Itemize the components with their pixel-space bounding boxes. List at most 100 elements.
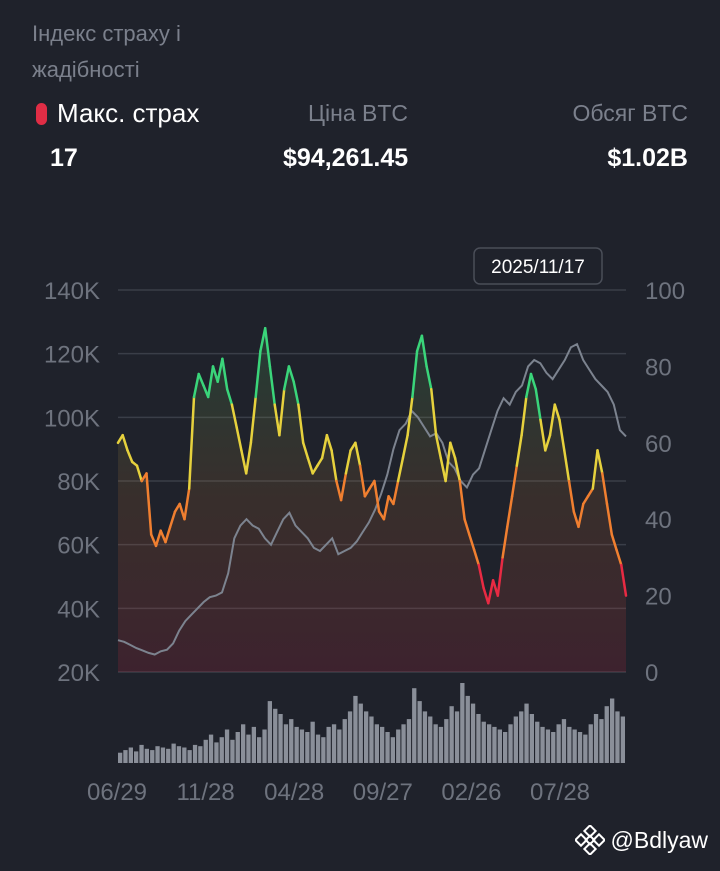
sentiment-line-segment	[330, 449, 338, 483]
sentiment-line-segment	[230, 403, 238, 429]
volume-bar	[198, 746, 203, 763]
volume-bar	[390, 737, 395, 763]
sentiment-series	[116, 326, 628, 605]
sentiment-line-segment	[339, 472, 348, 502]
sentiment-line-segment	[320, 433, 329, 460]
volume-bar	[273, 708, 278, 763]
volume-bar	[577, 732, 583, 763]
sentiment-line-segment	[430, 388, 438, 437]
volume-bar	[545, 729, 551, 763]
volume-bar	[251, 726, 256, 763]
sentiment-line-segment	[373, 479, 381, 513]
btc-price-label: Ціна BTC	[308, 100, 409, 126]
x-tick-label: 02/26	[441, 779, 501, 806]
sentiment-line-segment	[187, 395, 196, 490]
volume-bar	[331, 724, 337, 763]
x-axis: 06/29 11/28 04/28 09/27 02/26 07/28	[87, 779, 590, 806]
sentiment-line-segment	[411, 349, 419, 399]
volume-bar	[417, 701, 422, 763]
btc-price-line	[117, 342, 627, 656]
sentiment-line-segment	[605, 502, 614, 536]
x-tick-label: 06/29	[87, 779, 147, 806]
volume-bar	[203, 739, 208, 763]
sentiment-line-segment	[496, 556, 504, 597]
sentiment-line-segment	[206, 365, 215, 399]
sentiment-line-segment	[548, 403, 557, 437]
volume-bar	[176, 746, 182, 763]
page-title: Індекс страху і жадібності	[32, 21, 181, 82]
volume-bar	[610, 698, 615, 763]
volume-bar	[310, 721, 315, 763]
volume-bar	[283, 724, 289, 763]
fear-value: 17	[50, 144, 78, 172]
sentiment-line-segment	[591, 449, 599, 490]
volume-bar	[412, 688, 417, 763]
sentiment-line-segment	[382, 495, 390, 521]
left-axis: 140K 120K 100K 80K 60K 40K 20K	[44, 278, 100, 687]
sentiment-line-segment	[425, 365, 433, 391]
sentiment-line-segment	[287, 365, 295, 383]
volume-bar	[433, 724, 438, 763]
volume-bar	[422, 711, 428, 763]
volume-bar	[160, 747, 166, 763]
sentiment-line-segment	[278, 388, 286, 437]
volume-bar	[315, 734, 321, 763]
sentiment-line-segment	[501, 525, 509, 559]
volume-bar	[497, 729, 502, 763]
volume-bar	[326, 726, 331, 763]
sentiment-line-segment	[221, 357, 229, 391]
volume-bar	[540, 726, 545, 763]
sentiment-area	[118, 328, 626, 672]
volume-bar	[166, 748, 171, 763]
y-left-tick-label: 120K	[44, 342, 100, 369]
volume-bar	[171, 743, 176, 763]
x-tick-label: 11/28	[176, 779, 234, 806]
sentiment-line-segment	[558, 418, 566, 452]
volume-bar	[267, 701, 272, 763]
volume-bar	[438, 726, 444, 763]
sentiment-line-segment	[401, 433, 409, 460]
y-right-tick-label: 20	[645, 584, 672, 611]
btc-price-value: $94,261.45	[283, 144, 409, 172]
sentiment-line-segment	[449, 441, 457, 460]
sentiment-line-segment	[192, 372, 200, 399]
sentiment-line-segment	[472, 548, 481, 567]
sentiment-line-segment	[159, 529, 167, 544]
sentiment-line-segment	[506, 495, 514, 529]
volume-bar	[128, 747, 133, 763]
sentiment-line-segment	[168, 510, 177, 529]
sentiment-line-segment	[311, 464, 319, 475]
sentiment-line-segment	[273, 403, 281, 437]
volume-bar	[481, 721, 486, 763]
volume-bar	[230, 739, 235, 763]
sentiment-line-segment	[453, 456, 462, 483]
sentiment-line-segment	[225, 388, 234, 406]
volume-bar	[599, 719, 604, 763]
sentiment-line-segment	[525, 372, 533, 399]
sentiment-line-segment	[135, 464, 143, 483]
sentiment-line-segment	[197, 372, 205, 387]
right-axis: 100 80 60 40 20 0	[645, 278, 685, 687]
volume-bar	[470, 703, 476, 763]
sentiment-line-segment	[392, 479, 400, 506]
volume-bar	[347, 711, 353, 763]
sentiment-line-segment	[396, 456, 405, 483]
volume-bar	[321, 737, 326, 763]
sentiment-line-segment	[567, 479, 576, 513]
sentiment-line-segment	[263, 326, 272, 368]
fear-label: Макс. страх	[57, 98, 200, 128]
volume-bar	[294, 726, 299, 763]
volume-bar	[620, 716, 625, 763]
sentiment-line-segment	[306, 456, 314, 475]
volume-bar	[299, 729, 305, 763]
y-right-tick-label: 80	[645, 354, 672, 381]
volume-bar	[583, 734, 588, 763]
sentiment-line-segment	[216, 357, 224, 383]
btc-volume-value: $1.02B	[607, 144, 688, 172]
sentiment-line-segment	[145, 472, 153, 536]
volume-bar	[134, 751, 139, 763]
volume-bar	[508, 724, 513, 763]
sentiment-line-segment	[444, 441, 452, 483]
y-right-tick-label: 0	[645, 660, 658, 687]
